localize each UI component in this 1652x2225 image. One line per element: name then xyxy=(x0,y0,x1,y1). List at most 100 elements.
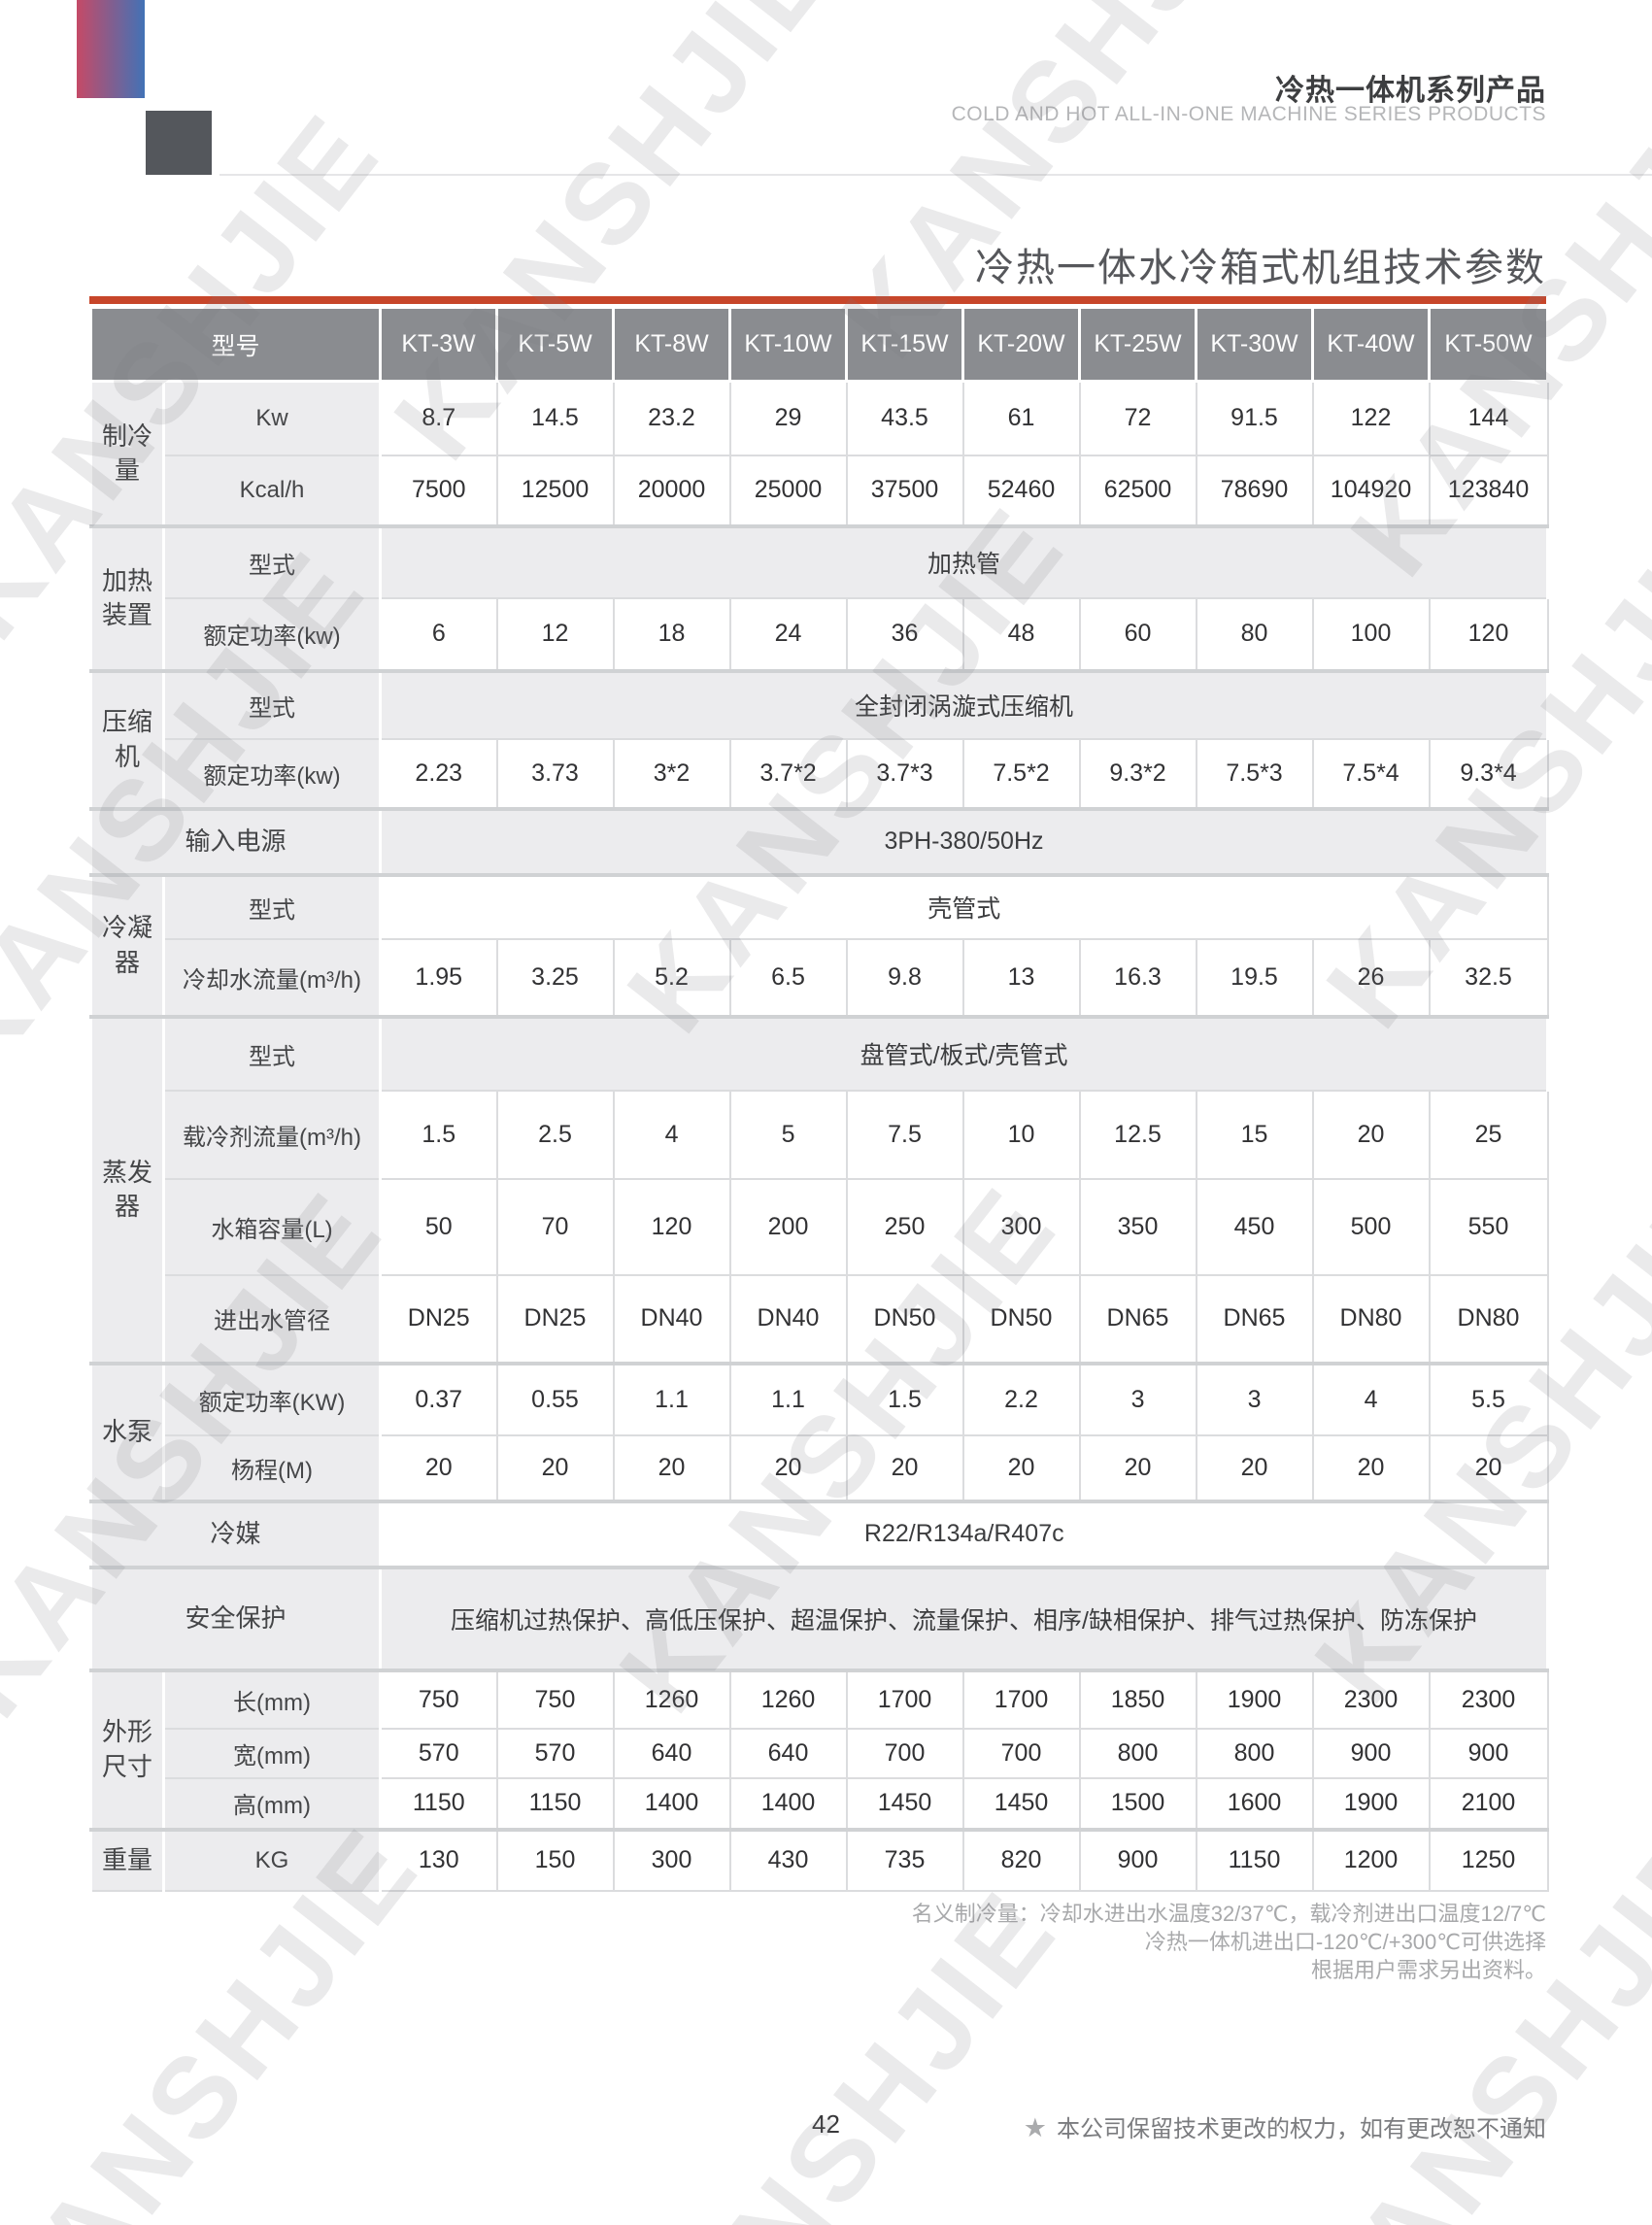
category-cell: 安全保护 xyxy=(88,1565,383,1671)
param-label-cell: Kcal/h xyxy=(161,454,383,527)
model-column-header: KT-8W xyxy=(612,306,732,383)
value-cell: 1400 xyxy=(728,1776,848,1831)
span-value-cell: 3PH-380/50Hz xyxy=(379,806,1550,876)
value-cell: 24 xyxy=(728,596,848,672)
value-cell: 1700 xyxy=(961,1668,1081,1730)
table-row: 重量 KG 130 150 300 430 735 820 900 1150 1200 1250 xyxy=(89,1827,1549,1892)
value-cell: 100 xyxy=(1311,596,1431,672)
value-cell: 350 xyxy=(1078,1177,1197,1276)
value-cell: 32.5 xyxy=(1428,937,1549,1018)
header-title-cn: 冷热一体机系列产品 xyxy=(1275,75,1546,107)
span-value-cell: 全封闭涡漩式压缩机 xyxy=(379,668,1550,740)
value-cell: 7.5*3 xyxy=(1195,737,1314,810)
value-cell: 91.5 xyxy=(1195,380,1314,456)
value-cell: 150 xyxy=(495,1827,615,1892)
value-cell: 2300 xyxy=(1428,1668,1549,1730)
spec-table-body: 型号 KT-3W KT-5W KT-8W KT-10W KT-15W KT-20W KT-25… xyxy=(88,306,1550,1892)
span-value-cell: R22/R134a/R407c xyxy=(379,1499,1549,1568)
value-cell: 300 xyxy=(961,1177,1081,1276)
value-cell: 0.55 xyxy=(495,1361,615,1436)
value-cell: 1.1 xyxy=(728,1361,848,1436)
value-cell: 20 xyxy=(612,1433,731,1502)
note-line: 名义制冷量：冷却水进出水温度32/37℃，载冷剂进出口温度12/7℃ xyxy=(911,1902,1546,1926)
value-cell: 20 xyxy=(728,1433,848,1502)
table-row: 冷媒 R22/R134a/R407c xyxy=(88,1499,1549,1568)
value-cell: 20 xyxy=(961,1433,1081,1502)
value-cell: 78690 xyxy=(1195,454,1314,527)
value-cell: 1400 xyxy=(612,1776,731,1831)
category-cell: 重量 xyxy=(89,1827,165,1892)
value-cell: 20 xyxy=(1195,1433,1314,1502)
note-line: 根据用户需求另出资料。 xyxy=(1310,1958,1546,1982)
model-column-header: KT-40W xyxy=(1311,306,1432,383)
value-cell: 6 xyxy=(379,596,498,672)
model-column-header: KT-25W xyxy=(1078,306,1198,383)
value-cell: DN40 xyxy=(728,1273,848,1365)
value-cell: 1.5 xyxy=(845,1361,964,1436)
page-number: 42 xyxy=(812,2109,840,2139)
param-label-cell: 型式 xyxy=(161,668,383,740)
value-cell: 20 xyxy=(1311,1433,1431,1502)
value-cell: 640 xyxy=(728,1727,848,1779)
category-cell: 压缩机 xyxy=(89,668,165,810)
value-cell: 13 xyxy=(961,937,1081,1018)
model-column-header: KT-5W xyxy=(495,306,616,383)
value-cell: 570 xyxy=(379,1727,498,1779)
value-cell: 900 xyxy=(1311,1727,1431,1779)
model-header-row: 型号 KT-3W KT-5W KT-8W KT-10W KT-15W KT-20W KT-25… xyxy=(88,306,1550,383)
value-cell: 10 xyxy=(961,1089,1081,1180)
value-cell: 130 xyxy=(379,1827,498,1892)
value-cell: 20 xyxy=(1311,1089,1431,1180)
value-cell: DN50 xyxy=(961,1273,1081,1365)
value-cell: 20 xyxy=(845,1433,964,1502)
table-row: 额定功率(kw) 2.23 3.73 3*2 3.7*2 3.7*3 7.5*2 9.3*2 7… xyxy=(91,737,1549,810)
value-cell: 7.5*2 xyxy=(961,737,1081,810)
table-row: 水箱容量(L) 50 70 120 200 250 300 350 450 500 550 xyxy=(91,1177,1549,1276)
value-cell: 1150 xyxy=(1195,1827,1314,1892)
value-cell: 1.5 xyxy=(379,1089,498,1180)
value-cell: 735 xyxy=(845,1827,964,1892)
value-cell: 120 xyxy=(612,1177,731,1276)
value-cell: 14.5 xyxy=(495,380,615,456)
table-row: Kcal/h 7500 12500 20000 25000 37500 52460 62500… xyxy=(91,454,1549,527)
value-cell: 15 xyxy=(1195,1089,1314,1180)
value-cell: 700 xyxy=(845,1727,964,1779)
table-row: 输入电源 3PH-380/50Hz xyxy=(88,806,1550,876)
param-label-cell: Kw xyxy=(161,380,383,456)
value-cell: DN80 xyxy=(1428,1273,1549,1365)
value-cell: 7.5*4 xyxy=(1311,737,1431,810)
category-cell: 加热装置 xyxy=(89,523,165,672)
value-cell: 1450 xyxy=(845,1776,964,1831)
value-cell: 1450 xyxy=(961,1776,1081,1831)
value-cell: 250 xyxy=(845,1177,964,1276)
value-cell: 500 xyxy=(1311,1177,1431,1276)
value-cell: 3.7*2 xyxy=(728,737,848,810)
value-cell: 20 xyxy=(1428,1433,1549,1502)
value-cell: 3.7*3 xyxy=(845,737,964,810)
value-cell: 144 xyxy=(1428,380,1549,456)
spec-table: 型号 KT-3W KT-5W KT-8W KT-10W KT-15W KT-20W KT-25… xyxy=(88,306,1550,1892)
value-cell: 1150 xyxy=(379,1776,498,1831)
value-cell: 9.8 xyxy=(845,937,964,1018)
value-cell: 6.5 xyxy=(728,937,848,1018)
value-cell: 60 xyxy=(1078,596,1197,672)
value-cell: 4 xyxy=(1311,1361,1431,1436)
value-cell: 12500 xyxy=(495,454,615,527)
value-cell: 37500 xyxy=(845,454,964,527)
value-cell: 1.1 xyxy=(612,1361,731,1436)
value-cell: 900 xyxy=(1428,1727,1549,1779)
value-cell: 4 xyxy=(612,1089,731,1180)
category-cell: 蒸发器 xyxy=(89,1014,165,1365)
footer-note-text: 本公司保留技术更改的权力，如有更改恕不通知 xyxy=(1057,2116,1546,2142)
value-cell: 1700 xyxy=(845,1668,964,1730)
value-cell: 70 xyxy=(495,1177,615,1276)
param-label-cell: 水箱容量(L) xyxy=(161,1177,383,1276)
table-row: 压缩机 型式 全封闭涡漩式压缩机 xyxy=(89,668,1550,810)
model-column-header: KT-50W xyxy=(1428,306,1550,383)
value-cell: 1600 xyxy=(1195,1776,1314,1831)
value-cell: 5.2 xyxy=(612,937,731,1018)
value-cell: 12 xyxy=(495,596,615,672)
value-cell: 1150 xyxy=(495,1776,615,1831)
value-cell: 2.5 xyxy=(495,1089,615,1180)
star-icon: ★ xyxy=(1023,2113,1047,2142)
